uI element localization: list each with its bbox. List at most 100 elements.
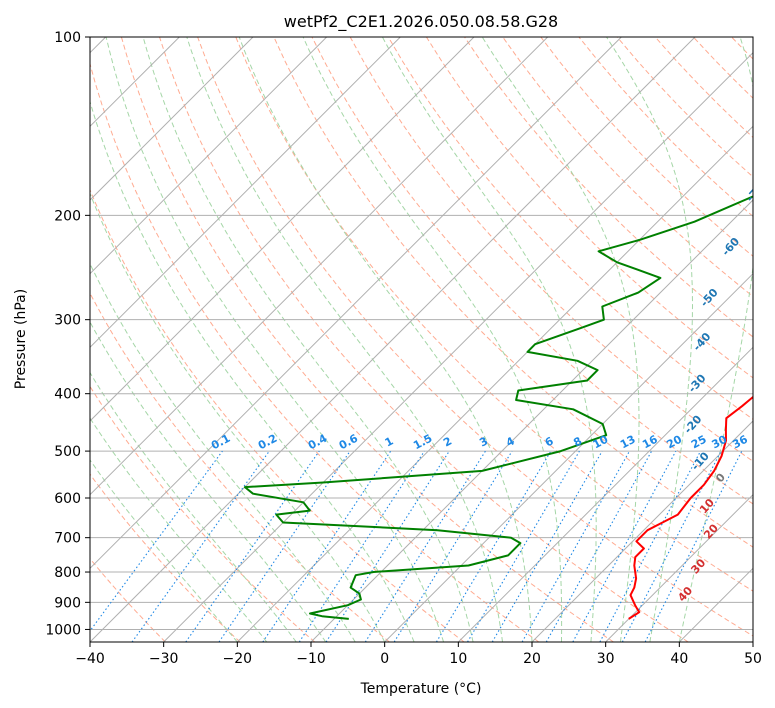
isotherm bbox=[531, 420, 753, 642]
isotherm bbox=[90, 37, 549, 496]
mixing-ratio-label: 16 bbox=[640, 433, 660, 452]
moist-adiabat bbox=[238, 37, 533, 642]
mixing-ratio-line bbox=[435, 450, 552, 642]
y-tick-label: 400 bbox=[54, 387, 81, 403]
mixing-ratio-label: 20 bbox=[664, 433, 684, 452]
dry-adiabat bbox=[90, 557, 166, 642]
dry-adiabat bbox=[387, 37, 753, 420]
dry-adiabat-label: -80 bbox=[763, 132, 775, 156]
mixing-ratio-line bbox=[572, 450, 677, 642]
moist-adiabat bbox=[142, 37, 474, 642]
dry-adiabat bbox=[654, 37, 753, 139]
x-tick-label: −20 bbox=[223, 651, 253, 667]
dry-adiabat-label: -70 bbox=[744, 181, 767, 205]
mixing-ratio-label: 2 bbox=[441, 434, 454, 449]
x-tick-label: 10 bbox=[449, 651, 467, 667]
dry-adiabat-label: -50 bbox=[698, 286, 721, 310]
temperature-profile bbox=[628, 395, 753, 620]
mixing-ratio-line bbox=[467, 450, 580, 642]
x-tick-label: 30 bbox=[597, 651, 615, 667]
mixing-ratio-label: 0.1 bbox=[209, 432, 232, 453]
dry-adiabat-label: 10 bbox=[697, 496, 717, 516]
mixing-ratio-label: 36 bbox=[730, 433, 750, 452]
dry-adiabat-label: -40 bbox=[690, 330, 713, 354]
y-tick-label: 900 bbox=[54, 595, 81, 611]
mixing-ratio-line bbox=[393, 450, 513, 642]
dry-adiabat bbox=[159, 37, 689, 642]
y-tick-label: 700 bbox=[54, 531, 81, 547]
x-tick-label: 0 bbox=[380, 651, 389, 667]
mixing-ratio-label: 3 bbox=[477, 434, 490, 449]
x-tick-label: −40 bbox=[75, 651, 105, 667]
dry-adiabat bbox=[273, 37, 753, 548]
dry-adiabat-label: -30 bbox=[686, 372, 709, 396]
isotherm bbox=[236, 125, 753, 642]
mixing-ratio-line bbox=[218, 450, 351, 642]
moist-adiabat bbox=[90, 321, 327, 642]
isotherm bbox=[678, 567, 753, 642]
dry-adiabat-label: 40 bbox=[675, 584, 695, 604]
mixing-ratio-label: 10 bbox=[591, 433, 611, 452]
moist-adiabat bbox=[481, 37, 640, 642]
y-tick-label: 500 bbox=[54, 444, 81, 460]
isotherm bbox=[605, 493, 753, 642]
plot-frame bbox=[89, 36, 754, 643]
x-axis-label: Temperature (°C) bbox=[360, 681, 482, 697]
moist-adiabat bbox=[90, 262, 356, 642]
x-tick-label: −10 bbox=[296, 651, 326, 667]
line-labels: 0.10.20.40.611.52346810131620253036-100-… bbox=[209, 132, 775, 604]
dry-adiabat bbox=[90, 385, 316, 642]
x-tick-label: 50 bbox=[744, 651, 762, 667]
series-layer bbox=[243, 195, 753, 620]
y-tick-label: 100 bbox=[54, 30, 81, 46]
dry-adiabat-label: 30 bbox=[688, 556, 708, 576]
isotherm bbox=[90, 37, 696, 642]
dry-adiabat bbox=[770, 37, 775, 642]
mixing-ratio-line bbox=[545, 450, 653, 642]
moist-adiabat bbox=[90, 459, 238, 642]
mixing-ratio-label: 25 bbox=[689, 433, 709, 452]
y-tick-label: 300 bbox=[54, 313, 81, 329]
x-tick-label: −30 bbox=[149, 651, 179, 667]
isotherm bbox=[90, 37, 475, 422]
mixing-ratio-line bbox=[521, 450, 630, 642]
dry-adiabat bbox=[90, 188, 465, 642]
dry-adiabat bbox=[90, 62, 540, 642]
dry-adiabat bbox=[90, 292, 390, 642]
moist-adiabat bbox=[302, 37, 563, 642]
mixing-ratio-line bbox=[325, 450, 450, 642]
dry-adiabat-label: -60 bbox=[719, 235, 742, 259]
mixing-ratio-line bbox=[491, 450, 603, 642]
dry-adiabat bbox=[425, 37, 753, 379]
mixing-ratio-line bbox=[90, 450, 223, 632]
mixing-ratio-label: 1.5 bbox=[411, 432, 434, 453]
dry-adiabat bbox=[120, 37, 614, 642]
dry-adiabat bbox=[90, 473, 241, 642]
mixing-ratio-label: 1 bbox=[383, 434, 396, 449]
x-tick-label: 20 bbox=[523, 651, 541, 667]
mixing-ratio-label: 6 bbox=[543, 434, 556, 449]
isotherm bbox=[90, 37, 622, 570]
isotherm bbox=[384, 272, 753, 642]
y-tick-label: 200 bbox=[54, 208, 81, 224]
axis-ticks: −40 −30 −20 −10 0 10 20 30 40 50 100 200 300 400 500 6 0… bbox=[45, 30, 762, 667]
background-lines bbox=[90, 37, 775, 642]
y-axis-label: Pressure (hPa) bbox=[13, 289, 29, 389]
moist-adiabat bbox=[90, 417, 268, 642]
isotherm bbox=[90, 37, 401, 349]
isotherm bbox=[163, 51, 753, 642]
mixing-ratio-line bbox=[364, 450, 486, 642]
dry-adiabat bbox=[235, 37, 753, 592]
moist-adiabat bbox=[381, 37, 597, 642]
dry-adiabat bbox=[464, 37, 753, 338]
mixing-ratio-label: 13 bbox=[618, 433, 638, 452]
isotherm bbox=[310, 199, 753, 642]
chart-title: wetPf2_C2E1.2026.050.08.58.G28 bbox=[284, 12, 558, 32]
dry-adiabat bbox=[197, 37, 753, 637]
moist-adiabat bbox=[105, 37, 445, 642]
mixing-ratio-label: 30 bbox=[710, 433, 730, 452]
isotherm bbox=[457, 346, 753, 642]
isotherm bbox=[90, 37, 254, 201]
isotherm bbox=[90, 37, 328, 275]
